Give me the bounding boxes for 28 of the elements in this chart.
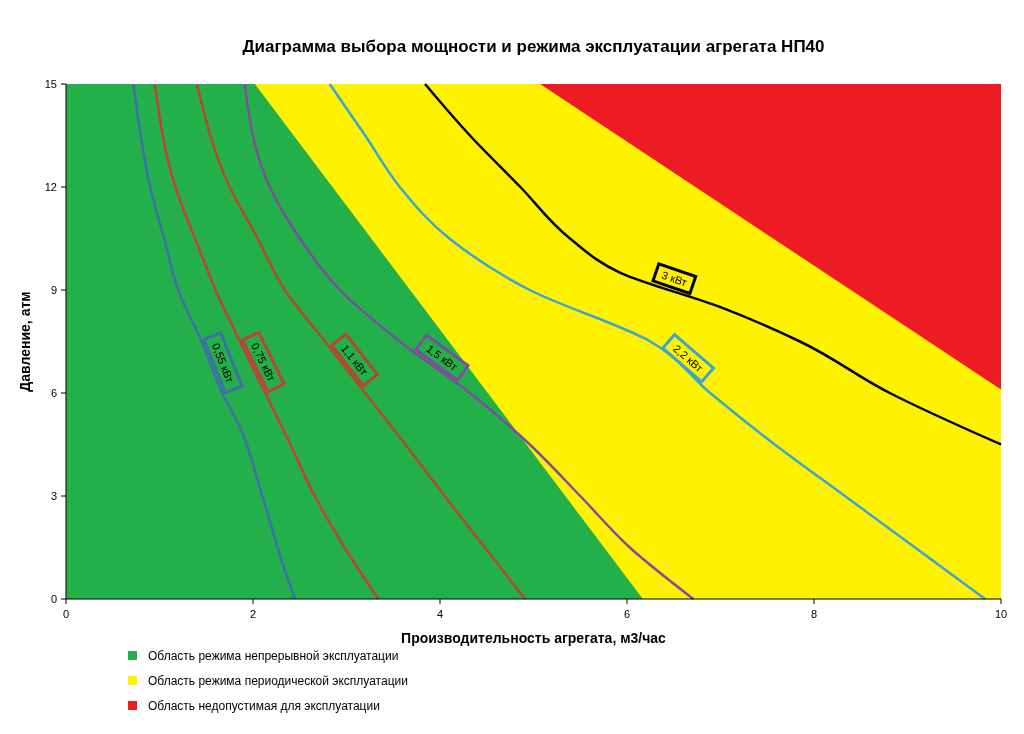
y-tick-label: 3 bbox=[50, 490, 57, 502]
y-tick-label: 6 bbox=[50, 387, 57, 399]
line-series bbox=[195, 82, 527, 601]
y-axis-title: Давление, атм bbox=[17, 291, 33, 392]
line-series bbox=[153, 82, 380, 601]
y-tick-label: 9 bbox=[50, 284, 57, 296]
x-tick-label: 8 bbox=[810, 608, 818, 620]
text: 1,1 кВт bbox=[339, 342, 371, 378]
x-tick-label: 6 bbox=[623, 608, 631, 620]
line-series bbox=[132, 82, 297, 601]
chart-title: Диаграмма выбора мощности и режима эксплуатации агрегата НП40 bbox=[242, 37, 825, 56]
text: 0,55 кВт bbox=[209, 341, 237, 385]
text: 3 кВт bbox=[660, 268, 689, 289]
legend-label: Область режима периодической эксплуатации bbox=[148, 674, 408, 688]
y-tick-label: 12 bbox=[44, 181, 57, 193]
x-axis-title: Производительность агрегата, м3/час bbox=[401, 630, 667, 646]
x-tick-label: 2 bbox=[249, 608, 257, 620]
text: 2,2 кВт bbox=[670, 342, 706, 375]
x-tick-label: 10 bbox=[994, 608, 1008, 620]
legend-label: Область режима непрерывной эксплуатации bbox=[148, 649, 399, 663]
x-tick-label: 4 bbox=[436, 608, 444, 620]
legend-label: Область недопустимая для эксплуатации bbox=[148, 699, 380, 713]
y-tick-label: 15 bbox=[44, 78, 57, 90]
text: 0,75 кВт bbox=[248, 340, 278, 384]
line-series bbox=[423, 82, 1003, 446]
y-tick-label: 0 bbox=[50, 593, 57, 605]
text: 1,5 кВт bbox=[424, 342, 460, 373]
x-tick-label: 0 bbox=[62, 608, 70, 620]
